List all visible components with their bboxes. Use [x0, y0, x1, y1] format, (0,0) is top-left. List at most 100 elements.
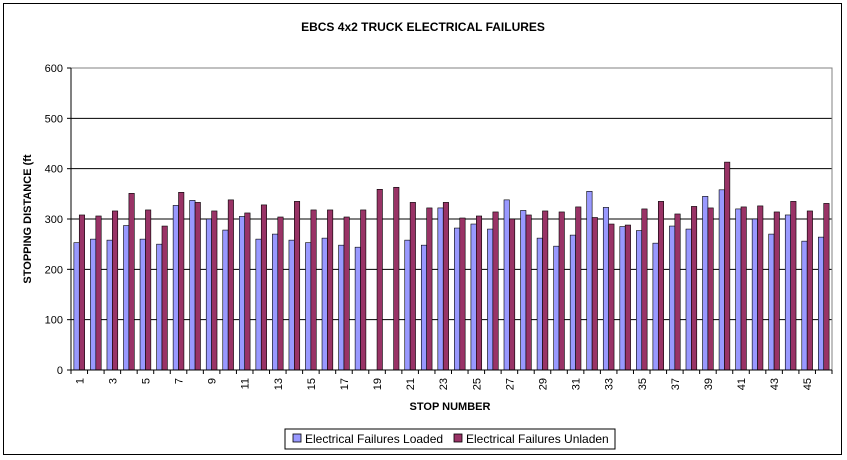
- bar-unladen: [558, 211, 565, 371]
- x-tick-label: 29: [537, 378, 549, 390]
- bar-loaded: [272, 233, 279, 371]
- bar-loaded: [139, 238, 146, 371]
- bar-loaded: [106, 239, 113, 371]
- x-axis: 1 3 5 7 9 11 13 15 17 19 21 23 25 27 29 31 33 35 37 39 41 43 4…: [70, 369, 833, 390]
- legend-swatch-loaded: [292, 433, 302, 443]
- bar-unladen: [707, 207, 714, 371]
- x-tick-label: 7: [174, 378, 186, 384]
- bar-unladen: [509, 218, 516, 371]
- bar-unladen: [244, 212, 251, 371]
- bar-loaded: [354, 246, 361, 371]
- legend-label-loaded: Electrical Failures Loaded: [305, 432, 443, 446]
- bar-loaded: [454, 227, 461, 371]
- x-tick-label: 11: [240, 378, 252, 389]
- y-tick-label: 100: [45, 315, 63, 327]
- bar-loaded: [487, 228, 494, 371]
- bar-unladen: [178, 192, 185, 371]
- bar-loaded: [205, 218, 212, 371]
- bar-unladen: [492, 211, 499, 371]
- y-axis-title: STOPPING DISTANCE (ft: [22, 154, 34, 283]
- bar-unladen: [773, 211, 780, 371]
- y-tick-label: 200: [45, 264, 63, 276]
- bar-unladen: [360, 209, 367, 371]
- x-tick-label: 5: [140, 378, 152, 384]
- bar-loaded: [586, 191, 593, 371]
- legend-box: [284, 428, 616, 450]
- bar-unladen: [128, 193, 135, 371]
- bar-unladen: [641, 208, 648, 371]
- legend-label-unladen: Electrical Failures Unladen: [466, 432, 609, 446]
- x-tick-label: 35: [637, 378, 649, 390]
- bar-unladen: [393, 186, 400, 371]
- bar-loaded: [636, 230, 643, 371]
- bar-unladen: [161, 225, 168, 371]
- bar-unladen: [790, 201, 797, 371]
- y-axis: 0 100 200 300 400 500 600: [45, 63, 72, 377]
- bar-unladen: [823, 203, 830, 371]
- bar-loaded: [123, 225, 130, 371]
- x-tick-label: 37: [670, 378, 682, 390]
- bar-unladen: [740, 206, 747, 371]
- x-tick-label: 43: [769, 378, 781, 390]
- bar-unladen: [691, 206, 698, 371]
- chart-title: EBCS 4x2 TRUCK ELECTRICAL FAILURES: [301, 20, 545, 34]
- bar-unladen: [260, 204, 267, 371]
- bar-loaded: [503, 199, 510, 371]
- x-tick-label: 3: [107, 378, 119, 384]
- bar-unladen: [95, 215, 102, 371]
- bar-unladen: [376, 189, 383, 371]
- bar-unladen: [757, 205, 764, 371]
- bar-unladen: [211, 210, 218, 371]
- bar-unladen: [277, 216, 284, 371]
- bar-loaded: [305, 242, 312, 371]
- bar-unladen: [476, 215, 483, 371]
- bar-loaded: [768, 233, 775, 371]
- bar-loaded: [172, 205, 179, 371]
- x-tick-label: 39: [703, 378, 715, 390]
- bar-loaded: [801, 240, 808, 371]
- y-tick-label: 500: [45, 113, 63, 125]
- bar-unladen: [426, 207, 433, 371]
- bar-unladen: [310, 209, 317, 371]
- x-axis-title: STOP NUMBER: [410, 401, 491, 413]
- bar-unladen: [806, 210, 813, 371]
- legend-swatch-unladen: [453, 433, 463, 443]
- bar-loaded: [222, 229, 229, 371]
- bar-loaded: [255, 238, 262, 371]
- x-tick-label: 19: [372, 378, 384, 390]
- y-tick-label: 300: [45, 214, 63, 226]
- bar-loaded: [735, 208, 742, 371]
- bar-unladen: [575, 206, 582, 371]
- chart-frame: [3, 3, 842, 455]
- bar-loaded: [602, 207, 609, 371]
- bar-unladen: [194, 202, 201, 371]
- bars: [73, 161, 830, 371]
- x-tick-label: 25: [471, 378, 483, 390]
- bar-loaded: [404, 239, 411, 371]
- bar-unladen: [409, 202, 416, 371]
- bar-loaded: [420, 244, 427, 371]
- x-tick-label: 17: [339, 378, 351, 390]
- bar-loaded: [437, 207, 444, 371]
- x-tick-label: 15: [306, 378, 318, 390]
- bar-loaded: [818, 236, 825, 371]
- bar-loaded: [751, 218, 758, 371]
- bar-loaded: [321, 237, 328, 371]
- x-tick-label: 45: [802, 378, 814, 390]
- bar-unladen: [442, 202, 449, 371]
- bar-unladen: [294, 201, 301, 371]
- y-tick-label: 0: [57, 365, 63, 377]
- x-tick-label: 9: [207, 378, 219, 384]
- bar-loaded: [619, 226, 626, 371]
- bar-loaded: [73, 242, 80, 371]
- bar-loaded: [288, 239, 295, 371]
- x-tick-label: 21: [405, 378, 417, 390]
- bar-unladen: [591, 217, 598, 371]
- bar-loaded: [669, 225, 676, 371]
- y-tick-label: 600: [45, 63, 63, 75]
- bar-loaded: [652, 242, 659, 371]
- x-tick-label: 13: [273, 378, 285, 390]
- x-tick-label: 33: [604, 378, 616, 390]
- bar-unladen: [657, 201, 664, 371]
